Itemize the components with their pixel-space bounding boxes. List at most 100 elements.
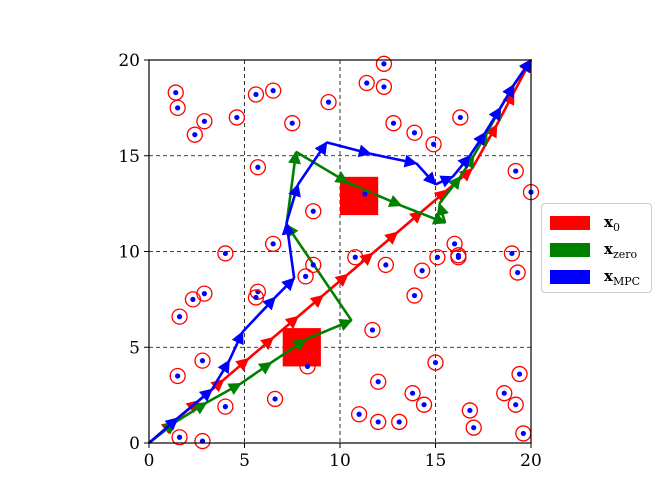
point-ring-4 (228, 109, 246, 126)
series-x_MPC-segment-10 (370, 152, 418, 168)
point-ring-1 (169, 99, 186, 117)
point-34 (450, 247, 467, 264)
point-ring-19 (305, 203, 322, 220)
point-41 (169, 367, 186, 385)
series-x_zero-segment-10 (400, 204, 447, 225)
x-tick-label-4: 20 (520, 451, 542, 471)
legend-item-xzero: xzero (550, 240, 637, 261)
point-dot-3 (201, 118, 207, 124)
point-ring-29 (413, 262, 431, 279)
point-ring-46 (370, 373, 387, 390)
point-ring-55 (496, 385, 513, 402)
point-ring-22 (264, 235, 282, 252)
point-dot-43 (272, 396, 278, 402)
series-x_0-segment-4 (247, 336, 275, 360)
point-ring-57 (511, 365, 528, 383)
point-27 (347, 249, 364, 266)
point-ring-24 (247, 289, 265, 306)
point-dot-11 (381, 84, 387, 90)
point-20 (356, 185, 373, 203)
series-x_MPC-segment-9 (326, 141, 372, 158)
point-dot-52 (432, 359, 439, 366)
series-lines (148, 58, 533, 445)
point-16 (507, 162, 524, 180)
point-58 (515, 425, 532, 442)
point-9 (358, 74, 375, 92)
point-dot-60 (199, 438, 206, 444)
point-dot-18 (255, 164, 261, 170)
point-dot-26 (310, 262, 316, 268)
point-ring-16 (507, 162, 524, 180)
point-dot-22 (270, 241, 276, 247)
point-ring-40 (194, 352, 211, 369)
point-dot-25 (303, 273, 309, 279)
series-x_zero-segment-11 (436, 202, 449, 224)
series-x_zero-segment-8 (295, 150, 349, 184)
series-x_MPC (148, 58, 533, 444)
point-15 (452, 109, 469, 126)
point-ring-53 (461, 402, 479, 419)
series-x_MPC-segment-6 (281, 221, 296, 279)
point-ring-14 (425, 136, 442, 153)
series-x_MPC-segment-1 (176, 388, 214, 420)
point-13 (406, 124, 423, 141)
series-x_MPC-segment-3 (228, 330, 244, 362)
point-59 (171, 429, 188, 446)
legend-label-xmpc: xMPC (604, 266, 641, 288)
point-49 (391, 413, 408, 431)
obstacles (282, 176, 379, 367)
point-dot-51 (421, 402, 427, 408)
point-dot-48 (375, 419, 381, 425)
point-37 (171, 308, 188, 325)
point-30 (406, 287, 423, 304)
point-dot-16 (513, 168, 519, 174)
point-dot-34 (455, 252, 462, 258)
point-dot-12 (390, 120, 397, 126)
point-ring-51 (415, 396, 433, 413)
series-x_zero-segment-9 (347, 181, 403, 207)
point-dot-9 (364, 80, 370, 86)
point-ring-60 (194, 432, 211, 450)
point-dot-55 (501, 390, 507, 396)
series-x_0-segment-3 (222, 357, 250, 381)
point-dot-10 (381, 61, 387, 67)
point-dot-58 (520, 430, 526, 437)
point-6 (264, 82, 282, 99)
point-ring-30 (406, 287, 423, 304)
point-51 (415, 396, 433, 413)
series-x_0-segment-7 (321, 273, 349, 297)
point-35 (503, 245, 521, 262)
point-ring-26 (305, 256, 322, 274)
point-dot-42 (222, 404, 228, 410)
point-ring-11 (375, 78, 393, 95)
point-24 (247, 289, 265, 306)
point-54 (465, 419, 482, 436)
point-53 (461, 402, 479, 419)
point-0 (167, 84, 184, 101)
point-29 (413, 262, 431, 279)
point-4 (228, 109, 246, 126)
legend: x0 xzero xMPC (541, 203, 652, 293)
axis-ticks: 0 5 10 15 20 0 5 10 15 20 (118, 51, 541, 471)
y-tick-label-0: 0 (129, 434, 140, 454)
series-x_MPC-segment-12 (434, 175, 454, 188)
legend-swatch-xzero (550, 243, 590, 257)
series-x_0-segment-6 (297, 294, 324, 318)
legend-label-x0: x0 (604, 212, 620, 234)
point-38 (184, 291, 202, 308)
point-dot-20 (362, 191, 368, 197)
point-dot-37 (176, 314, 183, 320)
series-x_zero-segment-4 (270, 338, 307, 364)
point-ring-9 (358, 74, 375, 92)
point-dot-4 (234, 114, 240, 121)
series-x_0-segment-11 (421, 189, 448, 213)
point-ring-41 (169, 367, 186, 385)
point-dot-0 (173, 89, 179, 96)
point-dot-6 (270, 88, 276, 94)
scatter-points (167, 55, 540, 450)
point-dot-5 (253, 91, 259, 98)
point-dot-38 (190, 296, 196, 302)
series-x_MPC-segment-13 (451, 154, 471, 178)
point-dot-21 (222, 250, 228, 257)
point-45 (364, 321, 381, 339)
